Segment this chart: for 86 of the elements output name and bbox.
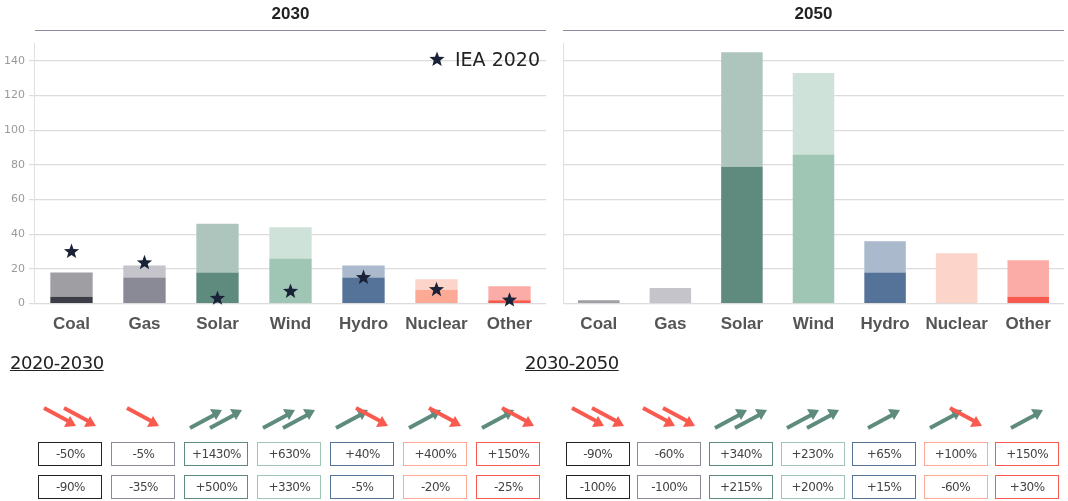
text: -50% (38, 442, 103, 466)
text: +215% (708, 475, 773, 499)
text: -35% (111, 475, 176, 499)
x-tick-label: Wind (792, 314, 835, 334)
text: +30% (995, 475, 1060, 499)
text: +340% (708, 442, 773, 466)
x-tick-label: Coal (53, 314, 90, 334)
y-tick-label: 40 (11, 227, 25, 241)
chart-title: 2030 (34, 4, 546, 31)
x-tick-label: Solar (196, 314, 240, 334)
text: -60% (923, 475, 988, 499)
bar (50, 296, 93, 303)
y-tick-label: 60 (11, 192, 25, 206)
chart-title: 2050 (563, 4, 1064, 31)
bar (649, 288, 692, 303)
text: +230% (780, 442, 845, 466)
bar (415, 289, 458, 303)
text: -100% (637, 475, 702, 499)
point (63, 243, 80, 259)
text: -100% (565, 475, 630, 499)
y-tick-label: 80 (11, 157, 25, 171)
text: -25% (476, 475, 541, 499)
bar (721, 166, 763, 303)
y-tick-label: 100 (4, 123, 25, 137)
bar (196, 223, 239, 273)
text: +630% (257, 442, 322, 466)
bar (721, 52, 763, 167)
legend-label: IEA 2020 (455, 47, 540, 70)
bar (792, 73, 835, 155)
text: +400% (403, 442, 468, 466)
text: -90% (565, 442, 630, 466)
point (501, 292, 518, 307)
bar (488, 286, 531, 301)
text: +15% (852, 475, 917, 499)
text: -20% (403, 475, 468, 499)
bar (864, 272, 906, 303)
bar (792, 154, 835, 303)
bar (1007, 296, 1049, 303)
point (428, 281, 445, 297)
y-tick-label: 0 (18, 296, 25, 310)
bar (342, 277, 385, 303)
text: +65% (852, 442, 917, 466)
bar (415, 279, 458, 290)
text: -5% (330, 475, 395, 499)
text: 2020-2030 (10, 352, 104, 373)
bar (1007, 260, 1049, 297)
y-tick-label: 120 (4, 88, 25, 102)
bar (269, 227, 312, 259)
x-tick-label: Nuclear (405, 314, 469, 334)
text: +150% (476, 442, 541, 466)
text: +330% (257, 475, 322, 499)
point (355, 269, 372, 285)
x-tick-label: Other (486, 314, 533, 334)
text: +200% (780, 475, 845, 499)
text: -60% (637, 442, 702, 466)
bar (196, 272, 239, 303)
point (209, 290, 226, 305)
x-tick-label: Hydro (338, 314, 389, 334)
text: +150% (995, 442, 1060, 466)
x-tick-label: Gas (128, 314, 161, 334)
text: -5% (111, 442, 176, 466)
bar (123, 265, 166, 278)
x-tick-label: Gas (654, 314, 687, 334)
text: +500% (184, 475, 249, 499)
text: +1430% (184, 442, 249, 466)
text: -90% (38, 475, 103, 499)
text: 2030-2050 (525, 352, 619, 373)
x-tick-label: Solar (720, 314, 764, 334)
bar (50, 272, 93, 297)
text: +100% (923, 442, 988, 466)
point (282, 283, 299, 298)
bar (123, 277, 166, 303)
point (136, 254, 153, 270)
x-tick-label: Other (1005, 314, 1052, 334)
bar (864, 241, 906, 273)
y-tick-label: 20 (11, 261, 25, 275)
y-tick-label: 140 (4, 53, 25, 67)
bar (578, 300, 620, 303)
x-tick-label: Hydro (860, 314, 910, 334)
bar (269, 258, 312, 303)
text: +40% (330, 442, 395, 466)
x-tick-label: Nuclear (925, 314, 989, 334)
x-tick-label: Wind (269, 314, 312, 334)
x-tick-label: Coal (580, 314, 618, 334)
bar (342, 265, 385, 278)
bar (935, 253, 978, 303)
